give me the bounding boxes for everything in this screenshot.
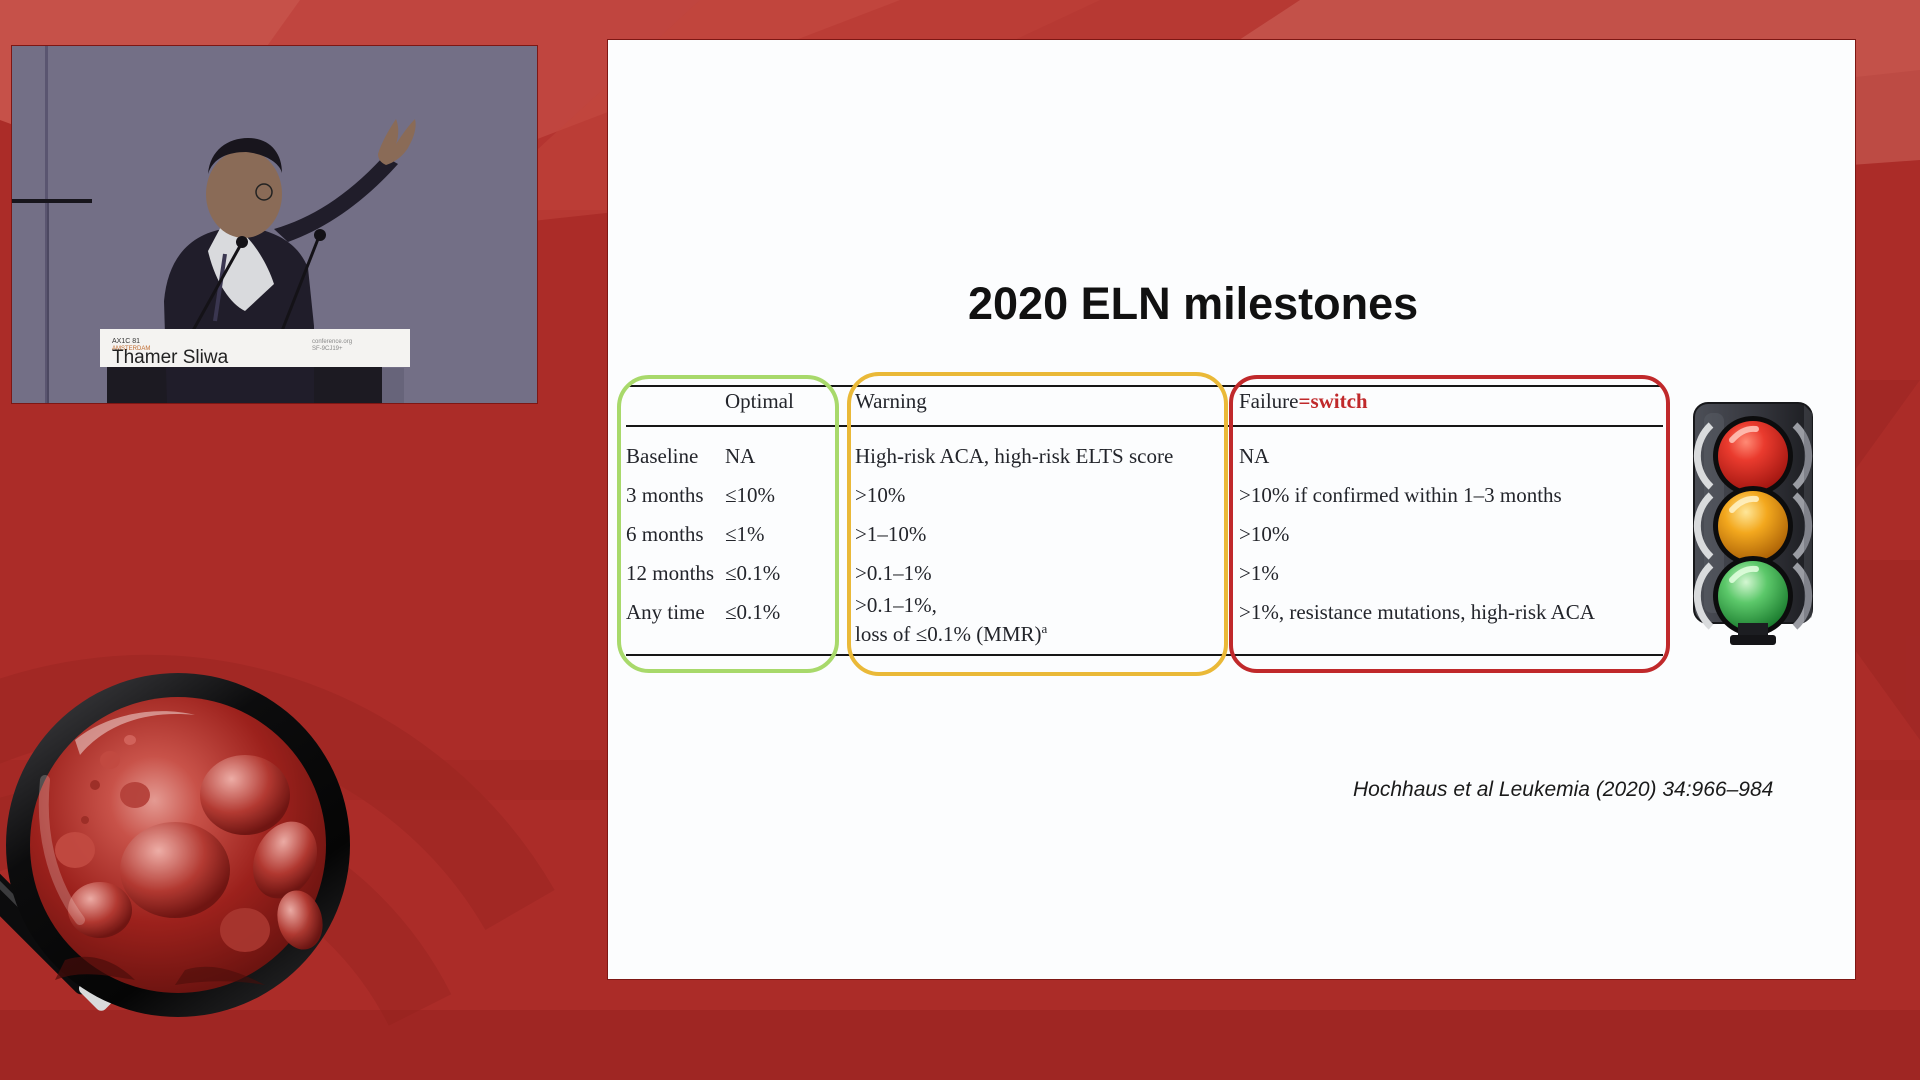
svg-text:SF-9CJ19+: SF-9CJ19+ [312, 346, 343, 352]
svg-text:conference.org: conference.org [312, 339, 352, 345]
svg-text:AX1C 81: AX1C 81 [112, 338, 140, 345]
svg-text:Thamer Sliwa: Thamer Sliwa [112, 347, 229, 368]
